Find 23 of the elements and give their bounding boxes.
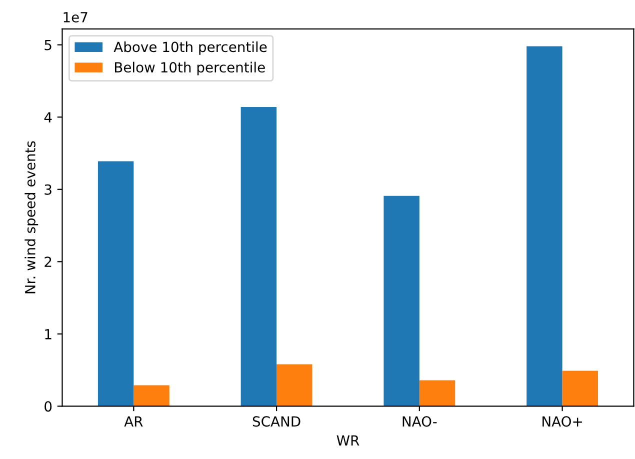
legend-label: Below 10th percentile <box>114 62 265 76</box>
legend-label: Above 10th percentile <box>114 41 267 55</box>
x-tick-label: SCAND <box>252 416 300 427</box>
bar <box>562 370 598 406</box>
x-tick-label: NAO- <box>402 416 437 427</box>
x-tick-label: AR <box>124 416 143 426</box>
y-tick-label: 1 <box>45 329 52 340</box>
text: 1e7 <box>64 12 88 22</box>
bar <box>526 46 562 406</box>
x-tick-label: NAO+ <box>542 416 582 427</box>
bar <box>419 380 456 406</box>
y-tick-label: 2 <box>44 256 52 267</box>
y-tick-label: 5 <box>44 40 52 50</box>
y-tick-label: 4 <box>44 112 52 122</box>
bar <box>134 385 170 406</box>
bar <box>276 364 312 406</box>
x-axis-title: WR <box>336 435 360 446</box>
y-tick-label: 3 <box>44 184 52 195</box>
bar <box>98 161 134 406</box>
bar <box>240 106 277 406</box>
y-axis-title: Nr. wind speed events <box>24 141 38 294</box>
y-tick-label: 0 <box>44 401 52 412</box>
bar <box>384 196 420 406</box>
